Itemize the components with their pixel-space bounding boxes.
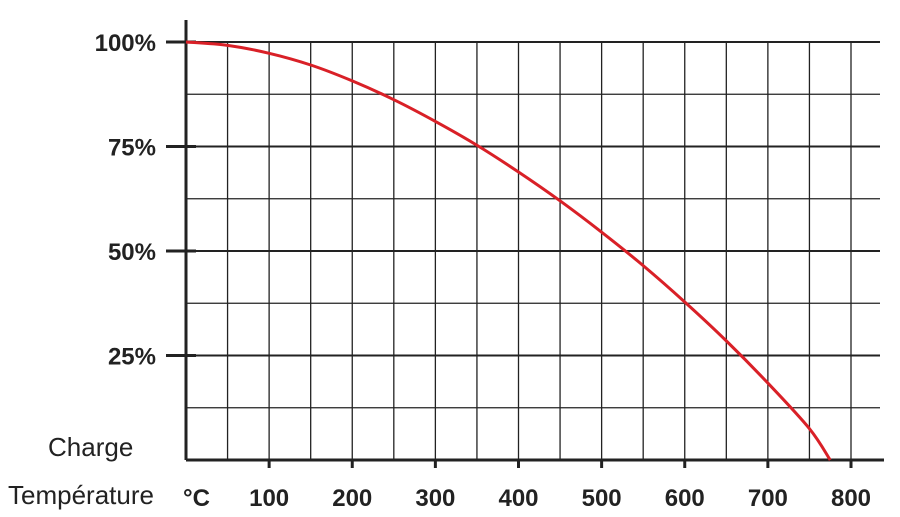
x-tick-labels: 100 200 300 400 500 600 700 800: [249, 485, 871, 512]
x-tick-label: 500: [582, 485, 622, 512]
y-axis-title: Charge: [48, 432, 133, 462]
y-tick-label: 75%: [108, 135, 156, 162]
x-tick-label: 700: [748, 485, 788, 512]
y-tick-label: 50%: [108, 239, 156, 266]
horizontal-gridlines: [186, 41, 880, 409]
x-axis-unit: °C: [183, 485, 210, 512]
y-tick-label: 25%: [108, 344, 156, 371]
x-tick-label: 300: [415, 485, 455, 512]
x-axis-title: Température: [8, 480, 154, 510]
x-tick-label: 800: [831, 485, 871, 512]
x-tick-label: 200: [332, 485, 372, 512]
x-tick-label: 100: [249, 485, 289, 512]
charge-curve: [185, 40, 832, 461]
y-tick-labels: 25% 50% 75% 100%: [95, 30, 156, 371]
y-tick-label: 100%: [95, 30, 156, 57]
x-tick-label: 600: [665, 485, 705, 512]
x-tick-label: 400: [498, 485, 538, 512]
